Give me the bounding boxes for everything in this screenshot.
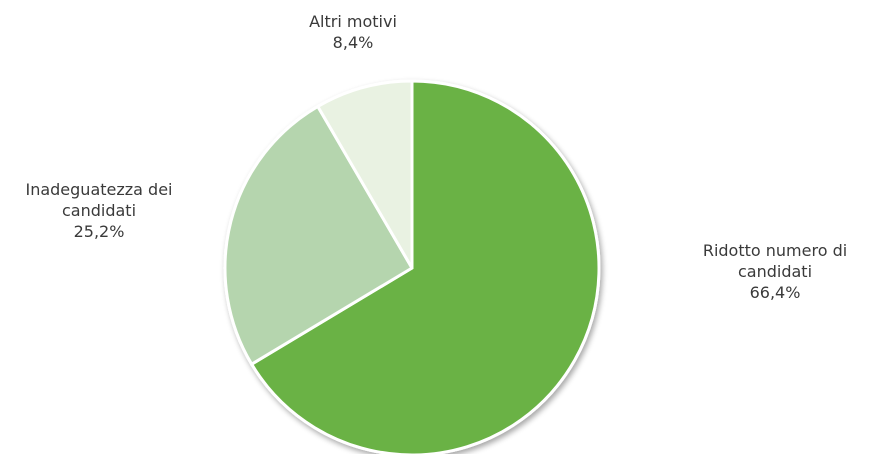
- slice-value-altri-motivi: 8,4%: [332, 33, 374, 52]
- slice-name-altri-motivi: Altri motivi: [309, 12, 397, 31]
- slice-value-inadeguatezza: 25,2%: [73, 222, 125, 241]
- pie-slice-inadeguatezza: [223, 104, 414, 366]
- slice-value-ridotto-numero: 66,4%: [749, 283, 801, 302]
- slice-label-ridotto-numero: Ridotto numero di candidati 66,4%: [683, 240, 867, 303]
- slice-label-inadeguatezza: Inadeguatezza dei candidati 25,2%: [0, 179, 198, 242]
- slice-label-altri-motivi: Altri motivi 8,4%: [258, 11, 448, 53]
- pie-slice-altri: [316, 79, 414, 270]
- slice-name-ridotto-numero: Ridotto numero di candidati: [702, 241, 848, 281]
- pie-slices: [223, 79, 601, 454]
- pie-slice-ridotto: [250, 79, 601, 454]
- slice-name-inadeguatezza: Inadeguatezza dei candidati: [25, 180, 173, 220]
